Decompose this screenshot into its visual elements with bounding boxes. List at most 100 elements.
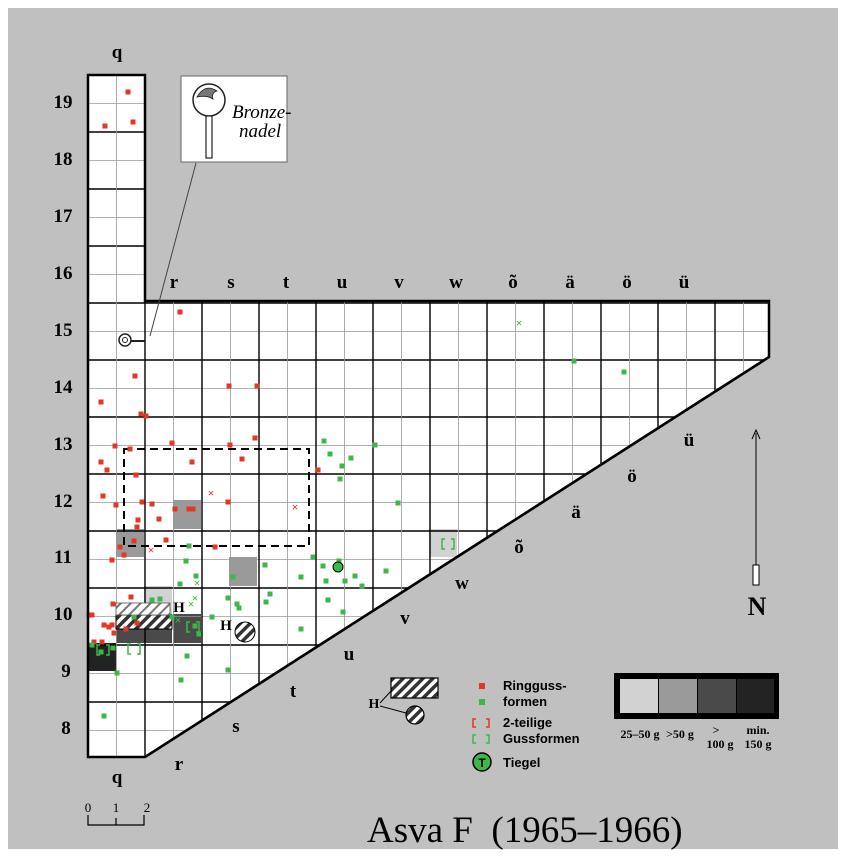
legend-green-bracket-icon [472, 734, 490, 744]
shaded-square [116, 529, 144, 557]
weight-label-4b: 150 g [745, 737, 772, 751]
find-ringguss-red [138, 411, 144, 417]
scale-bar: 0 1 2 [85, 800, 150, 826]
row-label-13: 13 [54, 434, 73, 455]
find-ringguss-red [132, 373, 138, 379]
find-ringguss-green [192, 623, 198, 629]
column-label: ö [622, 272, 632, 293]
row-label-9: 9 [61, 661, 71, 682]
bronze-pin-callout: Bronze- nadel [118, 75, 291, 347]
find-ringguss-green [383, 568, 389, 574]
diagonal-label: v [400, 608, 410, 629]
find-ringguss-green [395, 500, 401, 506]
north-label: N [748, 592, 767, 621]
find-ringguss-red [139, 499, 145, 505]
diagonal-label: s [232, 716, 239, 737]
find-ringguss-green [183, 558, 189, 564]
find-ringguss-red [226, 383, 232, 389]
find-ringguss-red [254, 383, 260, 389]
find-ringguss-red [109, 557, 115, 563]
find-ringguss-red [98, 459, 104, 465]
find-ringguss-green [131, 614, 137, 620]
find-ringguss-green [325, 597, 331, 603]
find-ringguss-red [239, 456, 245, 462]
row-label-14: 14 [54, 377, 74, 398]
find-cross-mark: × [516, 316, 523, 330]
find-ringguss-green [193, 573, 199, 579]
column-labels: r s t u v w õ ä ö ü [170, 272, 690, 293]
legend-tiegel-label: Tiegel [503, 755, 540, 770]
find-ringguss-red [131, 538, 137, 544]
row-label-17: 17 [54, 206, 74, 227]
find-ringguss-red [100, 493, 106, 499]
find-ringguss-green [298, 626, 304, 632]
find-ringguss-green [337, 476, 343, 482]
legend-hearth-circle [405, 705, 425, 725]
find-ringguss-red [112, 443, 118, 449]
find-cross-mark: × [175, 613, 182, 627]
diagonal-labels: r s t u v w õ ä ö ü [175, 430, 695, 775]
diagonal-label: u [344, 644, 355, 665]
excavation-area [88, 75, 769, 757]
shaded-square [229, 557, 257, 586]
weight-label-1: 25–50 g [621, 727, 660, 741]
find-ringguss-green [621, 369, 627, 375]
pin-head-detail [196, 87, 218, 100]
legend-hearth-pointer [379, 689, 393, 704]
finds-layer: ×××××××× [86, 89, 627, 719]
find-ringguss-green [89, 642, 95, 648]
find-ringguss-red [133, 472, 139, 478]
row-labels: 19 18 17 16 15 14 13 12 11 10 9 8 [54, 92, 74, 739]
north-arrow: N [748, 428, 767, 621]
find-cross-mark: × [148, 543, 155, 557]
legend-hearth-label: H [369, 697, 380, 712]
weight-label-3a: > [713, 723, 720, 737]
find-ringguss-green [348, 455, 354, 461]
find-ringguss-red [252, 435, 258, 441]
diagonal-label: w [455, 573, 469, 594]
north-arrow-tail-icon [752, 564, 760, 586]
find-ringguss-red [134, 524, 140, 530]
find-ringguss-red [89, 612, 95, 618]
column-label: u [337, 272, 348, 293]
hearth-hatched-circle [234, 621, 256, 643]
find-cross-mark: × [192, 591, 199, 605]
find-ringguss-green [101, 713, 107, 719]
find-ringguss-red [190, 506, 196, 512]
weight-swatch-1 [620, 679, 658, 713]
find-ringguss-green [110, 645, 116, 651]
find-ringguss-red [102, 123, 108, 129]
find-ringguss-green [359, 583, 365, 589]
row-label-16: 16 [54, 263, 73, 284]
find-ringguss-green [209, 614, 215, 620]
legend-hearth: H [369, 677, 439, 725]
map-title: Asva F (1965–1966) [367, 810, 683, 851]
find-ringguss-green [236, 605, 242, 611]
find-cross-mark: × [208, 486, 215, 500]
find-ringguss-red [128, 594, 134, 600]
find-ringguss-red [130, 119, 136, 125]
legend-red-bracket-icon [472, 718, 490, 728]
find-ringguss-red [109, 622, 115, 628]
find-ringguss-green [352, 573, 358, 579]
column-label: r [170, 272, 179, 293]
column-label: ü [679, 272, 690, 293]
find-ringguss-red [110, 601, 116, 607]
north-arrow-head-icon [751, 428, 761, 440]
find-ringguss-red [104, 467, 110, 473]
weight-label-2: >50 g [666, 727, 694, 741]
find-ringguss-green [323, 578, 329, 584]
row-label-15: 15 [54, 320, 73, 341]
dashed-area-outline [123, 448, 310, 547]
row-label-8: 8 [61, 718, 71, 739]
find-ringguss-red [117, 544, 123, 550]
find-ringguss-green [342, 578, 348, 584]
legend-hearth-pointer [379, 705, 407, 714]
legend-twopart-line1: 2-teilige [503, 715, 552, 730]
callout-leader-line [149, 162, 197, 337]
column-label: w [449, 272, 463, 293]
callout-text-line1: Bronze- [232, 102, 291, 123]
diagonal-label: ö [627, 466, 637, 487]
diagonal-label: õ [514, 537, 524, 558]
hearth-label: H [173, 600, 185, 616]
